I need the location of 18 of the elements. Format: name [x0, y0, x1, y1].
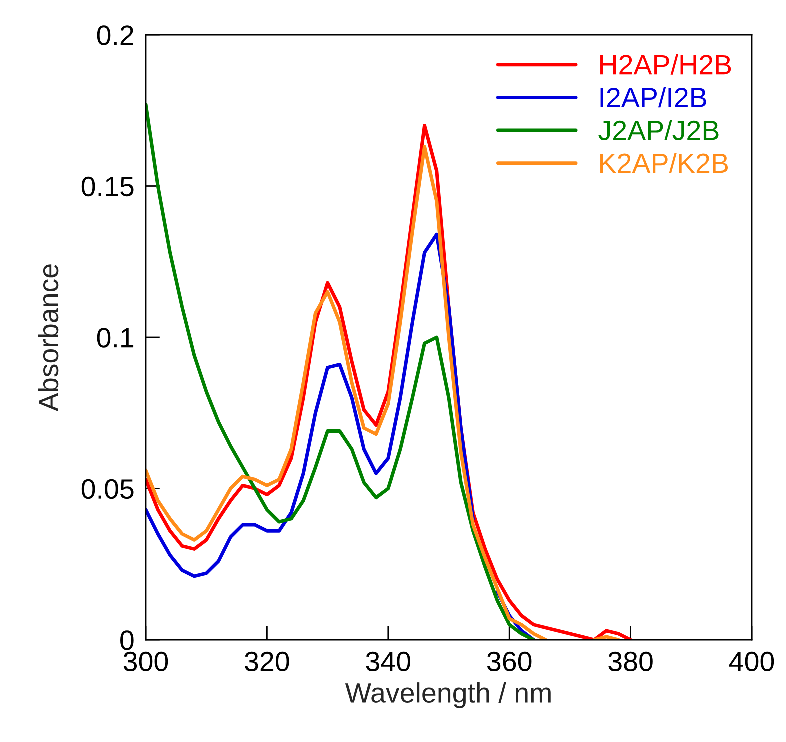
x-tick-label: 340: [366, 652, 410, 672]
legend-label: H2AP/H2B: [600, 54, 732, 75]
y-axis-title: Absorbance: [38, 264, 59, 412]
legend-label: K2AP/K2B: [600, 152, 728, 174]
x-axis-title: Wavelength / nm: [345, 682, 551, 708]
x-tick-label: 400: [729, 652, 774, 672]
y-tick-label: 0: [120, 630, 134, 650]
y-tick-label: 0.05: [82, 479, 134, 500]
legend-label: I2AP/I2B: [600, 87, 706, 108]
legend-label: J2AP/J2B: [598, 120, 719, 141]
line-series: [146, 102, 536, 640]
x-tick-label: 300: [124, 652, 168, 672]
y-tick-label: 0.15: [82, 176, 134, 197]
y-tick-label: 0.2: [97, 26, 134, 46]
x-tick-label: 380: [608, 652, 653, 672]
y-tick-label: 0.1: [97, 328, 134, 348]
x-tick-label: 360: [487, 652, 532, 672]
x-tick-label: 320: [245, 652, 290, 672]
